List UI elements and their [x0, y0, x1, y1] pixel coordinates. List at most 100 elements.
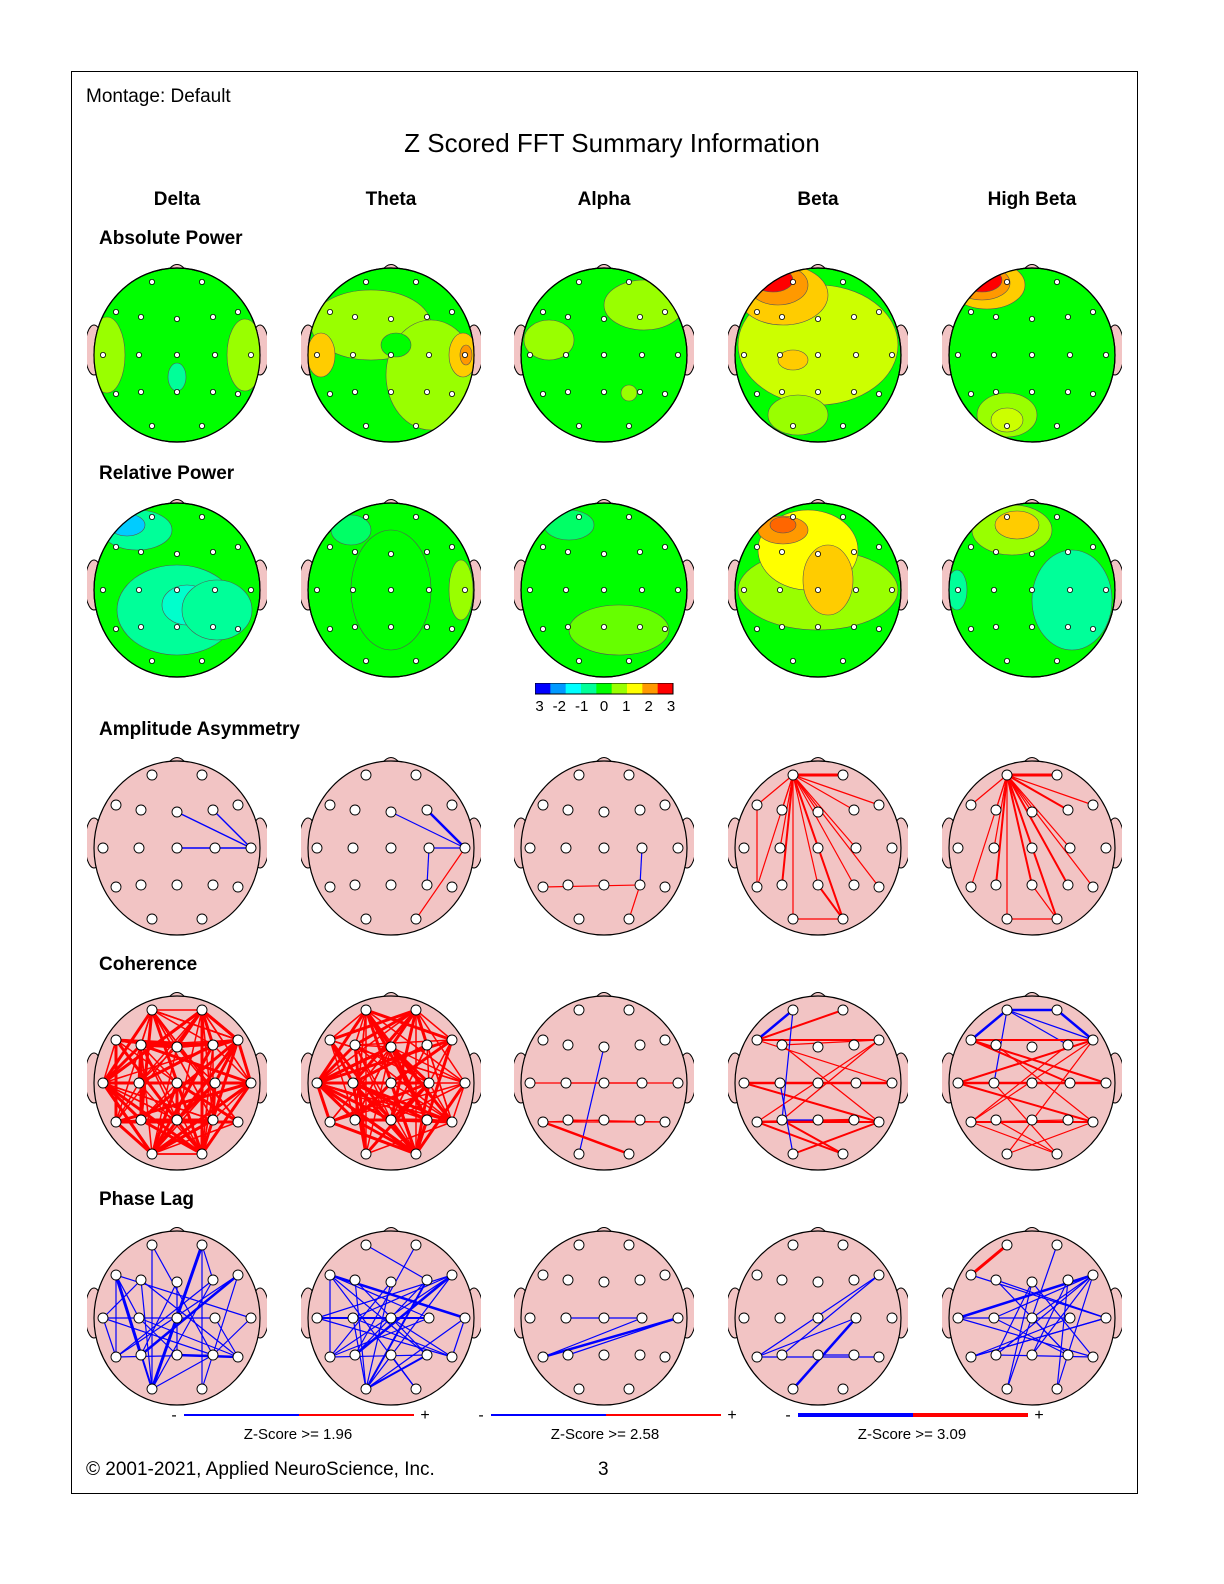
electrode-t3: [952, 1312, 964, 1324]
connection-f4-t5: [970, 1044, 1069, 1123]
electrode-f3: [990, 1274, 1002, 1286]
electrode-t6: [234, 390, 241, 397]
connection-c3-t6: [138, 1317, 239, 1358]
connection-f8-fp1: [365, 1008, 453, 1042]
electrode-fp1: [149, 278, 156, 285]
connection-p3-t3: [315, 1081, 357, 1122]
connection-fp1-p3: [781, 774, 794, 886]
connection-p3-f8: [781, 1274, 880, 1356]
head-absolute-power-delta: [87, 260, 267, 450]
connection-cz-o1: [151, 1317, 178, 1390]
electrode-pz: [812, 1349, 824, 1361]
electrode-p4: [421, 1114, 433, 1126]
electrode-o1: [576, 422, 583, 429]
electrode-p3: [349, 1114, 361, 1126]
connection-f4-o2: [201, 1044, 214, 1155]
electrode-t3: [97, 842, 109, 854]
electrode-p3: [135, 879, 147, 891]
electrode-fp1: [787, 1004, 799, 1016]
electrode-f7: [539, 309, 546, 316]
electrode-cz: [598, 1312, 610, 1324]
connection-f8-o2: [1056, 1274, 1094, 1390]
head-coherence-theta: [301, 988, 481, 1178]
electrode-fp1: [573, 1239, 585, 1251]
connection-fp2-f8: [415, 1009, 453, 1041]
electrode-o1: [1004, 657, 1011, 664]
electrode-f7: [753, 544, 760, 551]
electrode-t4: [886, 1077, 898, 1089]
electrode-c3: [988, 1312, 1000, 1324]
electrode-t5: [751, 881, 763, 893]
electrode-cz: [1029, 587, 1036, 594]
connection-p4-o2: [628, 884, 641, 920]
electrode-t4: [672, 842, 684, 854]
connection-fp1-f8: [1006, 774, 1094, 806]
connection-fp2-f8: [201, 1008, 239, 1042]
electrode-t6: [875, 390, 882, 397]
electrode-f7: [110, 1269, 122, 1281]
electrode-o2: [1054, 657, 1061, 664]
electrode-pz: [174, 623, 181, 630]
electrode-fz: [174, 551, 181, 558]
electrode-p4: [207, 1114, 219, 1126]
electrode-p3: [993, 388, 1000, 395]
electrode-f8: [446, 1269, 458, 1281]
connection-t5-o1: [115, 1120, 153, 1156]
connection-f8-o1: [365, 1274, 453, 1390]
electrode-f4: [210, 314, 217, 321]
electrode-t6: [661, 625, 668, 632]
electrode-t6: [661, 390, 668, 397]
electrode-t4: [888, 587, 895, 594]
electrode-t3: [99, 352, 106, 359]
connection-t3-f7: [102, 1039, 117, 1084]
electrode-f4: [421, 804, 433, 816]
electrode-f4: [851, 314, 858, 321]
connection-t5-p4: [756, 1118, 855, 1124]
electrode-t3: [99, 587, 106, 594]
connection-o2-f3: [140, 1044, 203, 1155]
connection-c4-t6: [214, 1317, 239, 1358]
electrode-t5: [751, 1116, 763, 1128]
electrode-o1: [149, 422, 156, 429]
electrode-p3: [776, 879, 788, 891]
electrode-fz: [598, 1041, 610, 1053]
electrode-fp2: [199, 513, 206, 520]
connection-o1-f8: [1006, 1039, 1094, 1155]
electrode-t4: [461, 352, 468, 359]
connection-fp1-f8: [151, 1009, 239, 1041]
electrode-o1: [787, 1148, 799, 1160]
electrode-p4: [637, 388, 644, 395]
electrode-c3: [991, 352, 998, 359]
electrode-t6: [232, 1116, 244, 1128]
legend-minus: -: [785, 1407, 790, 1424]
page-number: 3: [598, 1459, 609, 1480]
connection-t5-p4: [115, 1354, 214, 1358]
connection-f3-o1: [140, 1279, 153, 1390]
electrode-fp1: [1004, 278, 1011, 285]
electrode-f4: [1062, 1039, 1074, 1051]
connection-fp1-t5: [970, 774, 1008, 888]
connection-p4-t5: [542, 884, 641, 888]
electrode-fp1: [360, 769, 372, 781]
electrode-p3: [779, 623, 786, 630]
connection-t4-t6: [451, 1317, 466, 1358]
electrode-c4: [426, 352, 433, 359]
electrode-f4: [210, 549, 217, 556]
connection-f3-t6: [140, 1279, 239, 1358]
electrode-c4: [1064, 1077, 1076, 1089]
electrode-o2: [837, 1383, 849, 1395]
electrode-p3: [990, 1114, 1002, 1126]
electrode-t5: [110, 881, 122, 893]
electrode-c3: [136, 352, 143, 359]
electrode-o2: [837, 1148, 849, 1160]
electrode-f4: [637, 549, 644, 556]
electrode-fp1: [1004, 513, 1011, 520]
connection-t4-p4: [212, 1317, 252, 1356]
electrode-t4: [674, 587, 681, 594]
connection-p3-f7: [329, 1039, 356, 1121]
connection-o1-c4: [792, 1317, 857, 1390]
electrode-pz: [601, 623, 608, 630]
electrode-f8: [446, 1034, 458, 1046]
electrode-c4: [850, 1312, 862, 1324]
